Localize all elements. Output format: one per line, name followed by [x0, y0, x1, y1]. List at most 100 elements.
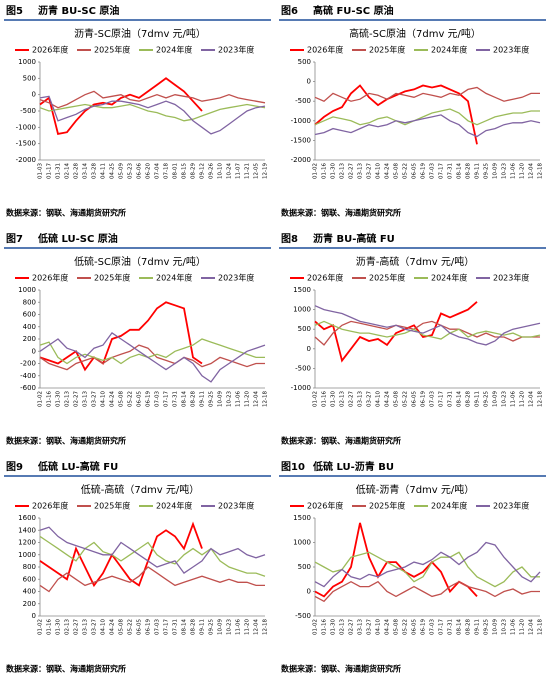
x-tick-label: 07-03: [155, 619, 161, 635]
x-tick-label: 01-30: [331, 163, 337, 179]
y-tick-label: 200: [23, 335, 36, 343]
x-tick-label: 04-24: [110, 619, 116, 635]
x-tick-label: 01-02: [38, 391, 44, 407]
x-tick-label: 05-08: [119, 619, 125, 635]
x-tick-label: 10-23: [502, 163, 508, 179]
y-tick-label: 500: [298, 58, 311, 66]
figure-caption: 高硫 FU-SC 原油: [313, 4, 394, 17]
x-tick-label: 06-05: [137, 391, 143, 407]
chart-title: 沥青-高硫（7dmv 元/吨）: [356, 255, 475, 268]
x-tick-label: 10-23: [502, 391, 508, 407]
series-line: [314, 320, 540, 346]
y-tick-label: 1500: [293, 514, 311, 522]
source-note: 数据来源：钢联、海通期货研究所: [6, 436, 126, 446]
x-tick-label: 12-18: [538, 619, 544, 635]
x-tick-label: 06-06: [137, 163, 143, 179]
x-tick-label: 01-16: [47, 391, 53, 407]
x-tick-label: 12-04: [529, 163, 535, 179]
x-tick-label: 06-05: [137, 619, 143, 635]
x-tick-label: 05-09: [119, 163, 125, 179]
x-tick-label: 05-23: [128, 163, 134, 179]
y-tick-label: 1000: [293, 306, 311, 314]
y-tick-label: -2000: [16, 156, 36, 164]
x-tick-label: 03-27: [367, 619, 373, 635]
x-tick-label: 03-13: [83, 619, 89, 635]
x-tick-label: 08-01: [173, 163, 179, 179]
x-tick-label: 07-18: [164, 163, 170, 179]
y-tick-label: -500: [295, 612, 311, 620]
source-note: 数据来源：钢联、海通期货研究所: [6, 208, 126, 218]
y-tick-label: -200: [20, 360, 36, 368]
x-tick-label: 04-24: [385, 163, 391, 179]
legend-label: 2023年度: [493, 273, 529, 283]
x-tick-label: 01-16: [322, 163, 328, 179]
x-tick-label: 07-17: [439, 391, 445, 407]
series-line: [314, 114, 541, 138]
x-tick-label: 07-31: [448, 391, 454, 407]
x-tick-label: 02-27: [74, 391, 80, 407]
x-tick-label: 05-22: [403, 391, 409, 407]
x-tick-label: 07-04: [155, 163, 161, 179]
x-tick-label: 12-18: [263, 391, 269, 407]
y-tick-label: -500: [295, 97, 311, 105]
y-tick-label: 400: [23, 323, 36, 331]
x-tick-label: 08-14: [182, 619, 188, 635]
y-tick-label: 600: [23, 311, 36, 319]
x-tick-label: 10-09: [218, 619, 224, 635]
x-tick-label: 09-25: [209, 619, 215, 635]
source-note: 数据来源：钢联、海通期货研究所: [281, 208, 401, 218]
y-tick-label: -1000: [291, 117, 311, 125]
x-tick-label: 05-08: [119, 391, 125, 407]
series-line: [39, 535, 266, 577]
x-tick-label: 10-09: [493, 163, 499, 179]
figure-label: 图8: [281, 233, 298, 245]
x-tick-label: 10-09: [493, 619, 499, 635]
x-tick-label: 04-24: [385, 619, 391, 635]
x-tick-label: 06-19: [146, 391, 152, 407]
x-tick-label: 06-19: [146, 619, 152, 635]
series-line: [39, 338, 265, 365]
y-tick-label: -2000: [291, 156, 311, 164]
source-note: 数据来源：钢联、海通期货研究所: [6, 664, 126, 674]
y-tick-label: 1600: [18, 514, 36, 522]
x-tick-label: 03-27: [92, 619, 98, 635]
series-line: [314, 86, 540, 102]
x-tick-label: 01-16: [322, 391, 328, 407]
legend-label: 2023年度: [218, 501, 254, 511]
series-line: [314, 84, 478, 145]
series-line: [314, 301, 478, 363]
source-note: 数据来源：钢联、海通期货研究所: [281, 664, 401, 674]
figure-caption: 沥青 BU-高硫 FU: [313, 232, 395, 245]
x-tick-label: 12-18: [263, 619, 269, 635]
x-tick-label: 11-06: [236, 619, 242, 635]
series-line: [314, 541, 541, 588]
x-tick-label: 07-17: [439, 619, 445, 635]
chart-title: 低硫-高硫（7dmv 元/吨）: [81, 483, 200, 496]
x-tick-label: 01-02: [313, 391, 319, 407]
x-tick-label: 12-05: [254, 163, 260, 179]
y-tick-label: 800: [23, 298, 36, 306]
figure-caption: 低硫 LU-高硫 FU: [37, 460, 118, 473]
legend-label: 2026年度: [307, 273, 343, 283]
x-tick-label: 09-25: [484, 391, 490, 407]
chart-title: 高硫-SC原油（7dmv 元/吨）: [349, 27, 481, 40]
x-tick-label: 07-03: [155, 391, 161, 407]
x-tick-label: 11-06: [511, 163, 517, 179]
legend-label: 2024年度: [431, 501, 467, 511]
source-note: 数据来源：钢联、海通期货研究所: [281, 436, 401, 446]
figure-caption: 沥青 BU-SC 原油: [38, 4, 119, 17]
x-tick-label: 09-11: [475, 163, 481, 179]
chart-title: 低硫-沥青（7dmv 元/吨）: [356, 483, 475, 496]
chart-title: 沥青-SC原油（7dmv 元/吨）: [74, 27, 206, 40]
series-line: [39, 521, 203, 588]
legend-label: 2023年度: [493, 501, 529, 511]
series-line: [39, 526, 266, 574]
x-tick-label: 01-30: [56, 391, 62, 407]
x-tick-label: 04-10: [101, 391, 107, 407]
x-tick-label: 04-24: [385, 391, 391, 407]
x-tick-label: 08-15: [182, 163, 188, 179]
x-tick-label: 04-10: [376, 163, 382, 179]
x-tick-label: 12-04: [529, 391, 535, 407]
y-tick-label: 400: [23, 588, 36, 596]
legend-label: 2025年度: [94, 45, 130, 55]
